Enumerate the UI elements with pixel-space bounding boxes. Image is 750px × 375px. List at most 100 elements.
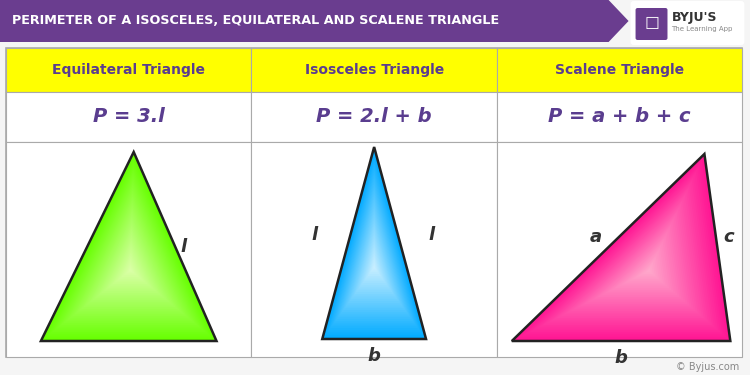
Polygon shape: [601, 230, 677, 295]
Polygon shape: [97, 226, 163, 297]
Polygon shape: [334, 174, 414, 323]
Polygon shape: [604, 233, 675, 294]
Polygon shape: [553, 189, 706, 320]
Polygon shape: [83, 208, 176, 307]
Polygon shape: [584, 215, 688, 304]
FancyBboxPatch shape: [251, 48, 496, 92]
Polygon shape: [47, 161, 210, 336]
Polygon shape: [577, 209, 692, 308]
Polygon shape: [635, 259, 657, 278]
Polygon shape: [101, 232, 158, 293]
Polygon shape: [86, 211, 173, 306]
Text: P = 3.l: P = 3.l: [93, 108, 164, 126]
Text: l: l: [428, 226, 434, 244]
Polygon shape: [92, 220, 167, 300]
Polygon shape: [594, 224, 682, 299]
Polygon shape: [365, 246, 383, 280]
Polygon shape: [546, 183, 710, 323]
Polygon shape: [70, 190, 188, 318]
Text: l: l: [311, 226, 317, 244]
Polygon shape: [357, 228, 391, 290]
Polygon shape: [108, 240, 152, 288]
Polygon shape: [104, 235, 156, 291]
Polygon shape: [512, 154, 730, 341]
Text: l: l: [180, 237, 186, 255]
Polygon shape: [124, 261, 136, 275]
FancyBboxPatch shape: [631, 1, 744, 45]
FancyBboxPatch shape: [6, 48, 742, 357]
Polygon shape: [342, 192, 406, 312]
FancyBboxPatch shape: [496, 48, 742, 92]
Polygon shape: [611, 238, 671, 290]
Polygon shape: [328, 159, 421, 332]
Polygon shape: [76, 199, 182, 313]
Polygon shape: [79, 202, 180, 311]
Polygon shape: [41, 152, 217, 341]
FancyBboxPatch shape: [496, 142, 742, 357]
Polygon shape: [56, 172, 202, 328]
Polygon shape: [90, 217, 170, 302]
Text: P = a + b + c: P = a + b + c: [548, 108, 691, 126]
Text: Scalene Triangle: Scalene Triangle: [555, 63, 684, 77]
Polygon shape: [68, 188, 190, 320]
Polygon shape: [529, 169, 720, 332]
Polygon shape: [337, 180, 412, 319]
Text: BYJU'S: BYJU'S: [671, 12, 717, 24]
Polygon shape: [512, 154, 730, 341]
Polygon shape: [338, 183, 410, 317]
Polygon shape: [556, 192, 704, 318]
FancyBboxPatch shape: [6, 48, 251, 92]
Polygon shape: [343, 195, 405, 310]
FancyBboxPatch shape: [6, 142, 251, 357]
Polygon shape: [332, 168, 417, 326]
Polygon shape: [638, 262, 655, 276]
Polygon shape: [574, 207, 694, 309]
Text: Isosceles Triangle: Isosceles Triangle: [304, 63, 444, 77]
Polygon shape: [333, 171, 416, 325]
Polygon shape: [325, 153, 424, 335]
Polygon shape: [344, 198, 404, 308]
Polygon shape: [369, 255, 380, 274]
Polygon shape: [539, 177, 714, 327]
Polygon shape: [364, 243, 385, 281]
Polygon shape: [61, 178, 197, 325]
Text: b: b: [615, 349, 628, 367]
Polygon shape: [117, 252, 143, 280]
Polygon shape: [358, 231, 390, 289]
FancyBboxPatch shape: [251, 92, 496, 142]
Polygon shape: [642, 265, 653, 274]
Polygon shape: [580, 212, 689, 306]
Text: P = 2.l + b: P = 2.l + b: [316, 108, 432, 126]
Polygon shape: [368, 252, 381, 276]
Polygon shape: [322, 147, 426, 339]
Polygon shape: [348, 207, 400, 303]
Polygon shape: [323, 150, 424, 337]
Polygon shape: [536, 174, 716, 329]
Polygon shape: [81, 205, 178, 309]
Polygon shape: [515, 157, 728, 339]
FancyBboxPatch shape: [496, 92, 742, 142]
Polygon shape: [88, 214, 171, 304]
Polygon shape: [340, 189, 408, 314]
Polygon shape: [0, 0, 628, 42]
Polygon shape: [625, 250, 663, 283]
FancyBboxPatch shape: [6, 92, 251, 142]
Polygon shape: [618, 244, 668, 286]
Polygon shape: [50, 164, 208, 334]
Polygon shape: [65, 184, 193, 321]
Polygon shape: [614, 242, 669, 288]
Polygon shape: [563, 198, 700, 315]
Polygon shape: [41, 152, 217, 341]
Polygon shape: [590, 221, 683, 300]
Polygon shape: [355, 222, 394, 294]
Polygon shape: [322, 147, 426, 339]
Polygon shape: [373, 264, 376, 269]
Polygon shape: [63, 182, 195, 323]
FancyBboxPatch shape: [635, 8, 668, 40]
Polygon shape: [52, 167, 206, 332]
Polygon shape: [346, 201, 403, 307]
Polygon shape: [356, 225, 392, 292]
Polygon shape: [72, 193, 186, 316]
Polygon shape: [360, 234, 388, 287]
Polygon shape: [362, 237, 387, 285]
